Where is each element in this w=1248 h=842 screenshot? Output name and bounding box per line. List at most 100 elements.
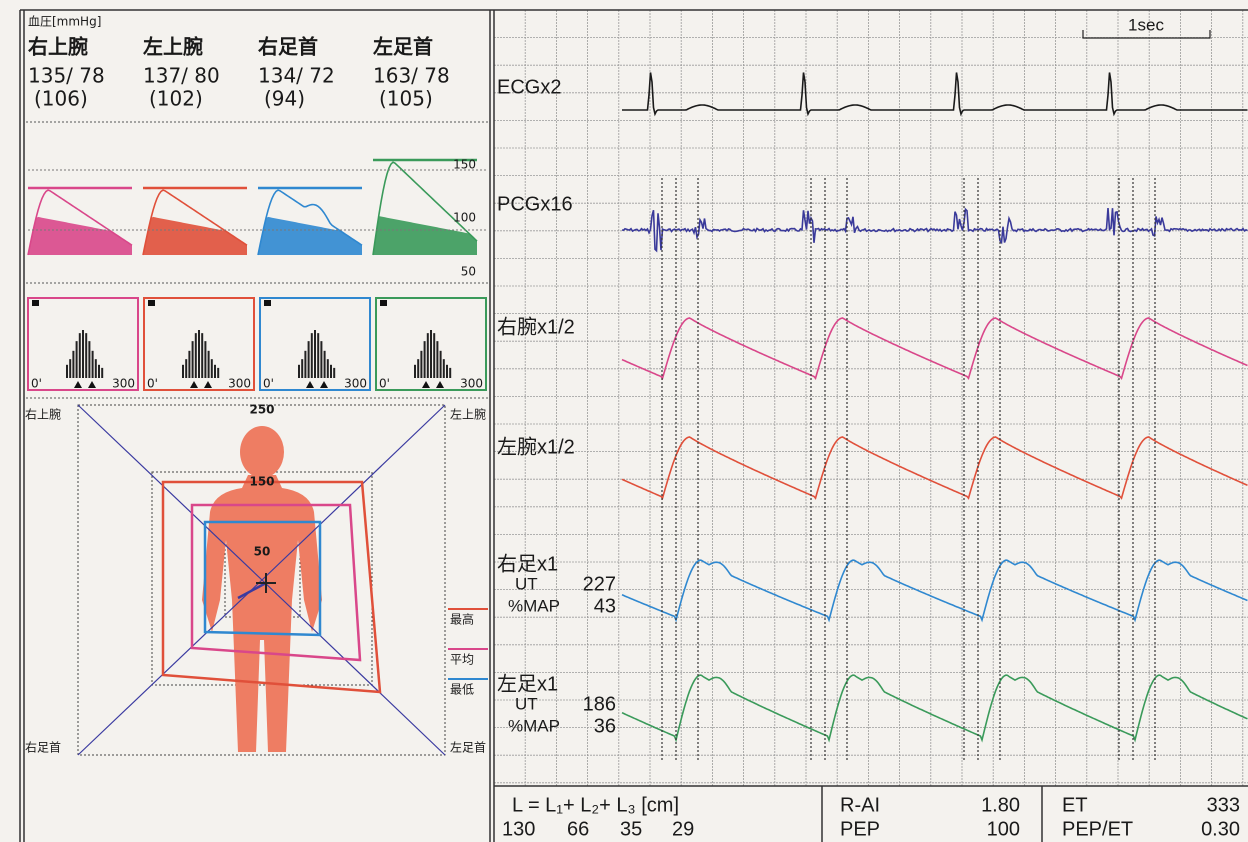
radar-corner: 左足首 bbox=[450, 740, 486, 755]
histogram-bar bbox=[98, 365, 100, 378]
histogram-bar bbox=[304, 351, 306, 378]
radar-corner: 右上腕 bbox=[25, 407, 61, 422]
histogram-bar bbox=[79, 333, 81, 378]
histogram-bar bbox=[333, 368, 335, 378]
header-title: 血圧[mmHg] bbox=[28, 15, 101, 29]
page: {"header":{"title":"血圧[mmHg]"}, "limbs":… bbox=[0, 0, 1248, 842]
histogram-bar bbox=[317, 333, 319, 378]
map-value: 36 bbox=[594, 715, 616, 737]
histogram-bar bbox=[311, 333, 313, 378]
radar-scale: 250 bbox=[249, 403, 274, 417]
histogram-bar bbox=[192, 341, 194, 378]
histogram-bar bbox=[298, 365, 300, 378]
length-value: 66 bbox=[567, 818, 589, 840]
formula: L = L₁+ L₂+ L₃ [cm] bbox=[512, 794, 679, 816]
histogram-bar bbox=[198, 330, 200, 378]
limb-pressure: 137/ 80 bbox=[143, 64, 220, 88]
histogram-bar bbox=[101, 368, 103, 378]
histogram-end: 300 bbox=[112, 377, 135, 391]
limb-name: 左上腕 bbox=[143, 35, 203, 59]
histogram-bar bbox=[185, 359, 187, 378]
limb-mean: (106) bbox=[34, 87, 88, 111]
time-scale: 1sec bbox=[1128, 15, 1164, 34]
trace-label: ECGx2 bbox=[497, 76, 561, 98]
report: 血圧[mmHg]右上腕135/ 78(106)0'300左上腕137/ 80(1… bbox=[0, 0, 1248, 842]
limb-pressure: 135/ 78 bbox=[28, 64, 105, 88]
radar-corner: 左上腕 bbox=[450, 407, 486, 422]
histogram-bar bbox=[85, 333, 87, 378]
histogram-bar bbox=[420, 351, 422, 378]
histogram-bar bbox=[417, 359, 419, 378]
histogram-bar bbox=[430, 330, 432, 378]
histogram-start: 0' bbox=[263, 377, 274, 391]
histogram-bar bbox=[433, 333, 435, 378]
histogram-bar bbox=[82, 330, 84, 378]
rai-value: 1.80 bbox=[981, 794, 1020, 816]
histogram-bar bbox=[308, 341, 310, 378]
histogram-bar bbox=[446, 365, 448, 378]
histogram-bar bbox=[72, 351, 74, 378]
histogram-end: 300 bbox=[228, 377, 251, 391]
limb-name: 左足首 bbox=[373, 35, 433, 59]
histogram-bar bbox=[440, 351, 442, 378]
histogram-bar bbox=[449, 368, 451, 378]
histogram-marker bbox=[264, 300, 271, 306]
pep-value: 100 bbox=[987, 818, 1020, 840]
limb-name: 右足首 bbox=[258, 35, 318, 59]
radar-scale: 50 bbox=[254, 545, 271, 559]
histogram-bar bbox=[188, 351, 190, 378]
trace-label: 左足x1 bbox=[497, 672, 558, 695]
legend-label: 最高 bbox=[450, 612, 474, 627]
histogram-bar bbox=[182, 365, 184, 378]
map-value: 43 bbox=[594, 595, 616, 617]
histogram-marker bbox=[148, 300, 155, 306]
limb-name: 右上腕 bbox=[28, 35, 88, 59]
histogram-bar bbox=[314, 330, 316, 378]
histogram-bar bbox=[436, 341, 438, 378]
histogram-bar bbox=[195, 333, 197, 378]
histogram-bar bbox=[204, 341, 206, 378]
histogram-bar bbox=[214, 365, 216, 378]
ut-value: 227 bbox=[583, 573, 616, 595]
histogram-bar bbox=[76, 341, 78, 378]
histogram-marker bbox=[380, 300, 387, 306]
ratio-label: PEP/ET bbox=[1062, 818, 1133, 840]
histogram-bar bbox=[217, 368, 219, 378]
histogram-bar bbox=[327, 359, 329, 378]
histogram-bar bbox=[92, 351, 94, 378]
histogram-bar bbox=[95, 359, 97, 378]
histogram-bar bbox=[88, 341, 90, 378]
histogram-bar bbox=[66, 365, 68, 378]
histogram-end: 300 bbox=[460, 377, 483, 391]
scale-label: 50 bbox=[461, 265, 476, 279]
histogram-bar bbox=[443, 359, 445, 378]
histogram-bar bbox=[330, 365, 332, 378]
trace-label: 左腕x1/2 bbox=[497, 435, 575, 458]
histogram-marker bbox=[32, 300, 39, 306]
legend-label: 平均 bbox=[450, 653, 474, 667]
body-head bbox=[240, 426, 284, 478]
histogram-bar bbox=[427, 333, 429, 378]
histogram-bar bbox=[424, 341, 426, 378]
et-value: 333 bbox=[1207, 794, 1240, 816]
ut-label: UT bbox=[515, 694, 538, 713]
map-label: %MAP bbox=[508, 716, 560, 735]
ratio-value: 0.30 bbox=[1201, 818, 1240, 840]
length-value: 130 bbox=[502, 818, 535, 840]
ut-label: UT bbox=[515, 574, 538, 593]
limb-mean: (94) bbox=[264, 87, 305, 111]
rai-label: R-AI bbox=[840, 794, 880, 816]
trace-label: PCGx16 bbox=[497, 193, 573, 215]
length-value: 29 bbox=[672, 818, 694, 840]
histogram-bar bbox=[301, 359, 303, 378]
histogram-bar bbox=[414, 365, 416, 378]
pep-label: PEP bbox=[840, 818, 880, 840]
trace-label: 右足x1 bbox=[497, 552, 558, 575]
trace-label: 右腕x1/2 bbox=[497, 315, 575, 338]
radar-scale: 150 bbox=[249, 475, 274, 489]
histogram-bar bbox=[208, 351, 210, 378]
limb-pressure: 163/ 78 bbox=[373, 64, 450, 88]
histogram-bar bbox=[201, 333, 203, 378]
histogram-start: 0' bbox=[379, 377, 390, 391]
scale-label: 150 bbox=[453, 158, 476, 172]
